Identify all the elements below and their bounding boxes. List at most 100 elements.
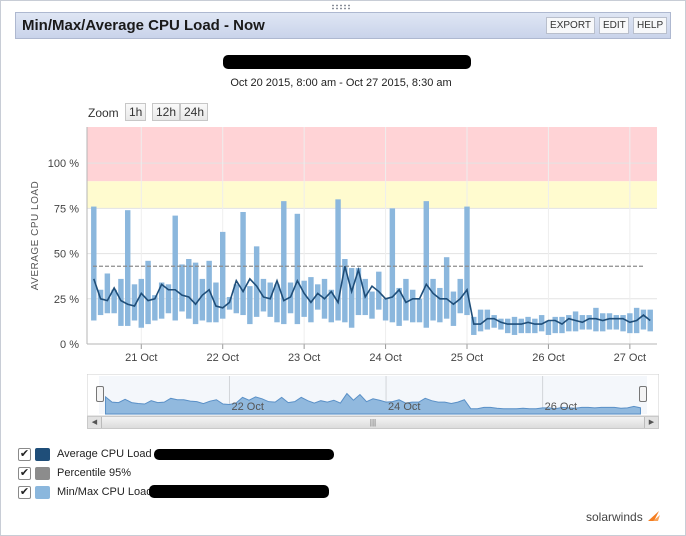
legend-label-average: Average CPU Load — [57, 448, 152, 460]
y-tick-label: 100 % — [48, 158, 79, 170]
navigator-area — [105, 392, 641, 415]
range-navigator: 22 Oct 24 Oct 26 Oct ◀ ||| ▶ — [87, 374, 659, 429]
minmax-bar — [498, 318, 504, 330]
minmax-bar — [308, 277, 314, 323]
minmax-bar — [369, 291, 375, 319]
minmax-bar — [104, 273, 111, 314]
minmax-bar — [213, 282, 219, 323]
legend-swatch-minmax — [35, 486, 50, 499]
legend-swatch-percentile — [35, 467, 50, 480]
minmax-bar — [443, 257, 450, 319]
minmax-bar — [511, 316, 518, 335]
minmax-bar — [355, 268, 362, 316]
solarwinds-logo: solarwinds — [586, 510, 661, 524]
minmax-bar — [505, 318, 511, 334]
minmax-bar — [342, 259, 348, 323]
x-tick-label: 25 Oct — [451, 352, 483, 364]
zoom-24h-button[interactable]: 24h — [180, 103, 209, 121]
minmax-bar — [403, 278, 409, 321]
minmax-bar — [457, 278, 463, 314]
y-tick-label: 75 % — [54, 203, 79, 215]
minmax-bar — [158, 282, 165, 319]
minmax-bar — [396, 287, 402, 326]
export-button[interactable]: EXPORT — [546, 17, 595, 34]
minmax-bar — [260, 278, 267, 312]
minmax-bar — [335, 199, 341, 321]
minmax-bar — [477, 309, 484, 332]
legend-label-percentile: Percentile 95% — [57, 467, 131, 479]
brand-mark-icon — [648, 511, 661, 521]
scroll-right-button[interactable]: ▶ — [644, 417, 658, 428]
nav-handle-right[interactable] — [639, 386, 647, 402]
redacted-legend-suffix-2 — [149, 485, 329, 498]
average-cpu-line — [93, 266, 651, 326]
minmax-bar — [165, 284, 172, 314]
minmax-bar — [410, 289, 416, 323]
minmax-bar — [572, 311, 579, 332]
minmax-bar — [627, 313, 633, 334]
redacted-node-name — [223, 55, 471, 69]
zoom-1h-button[interactable]: 1h — [125, 103, 147, 121]
minmax-bar — [179, 264, 185, 312]
minmax-bar — [138, 278, 144, 328]
minmax-bar — [233, 284, 239, 314]
legend-checkbox-percentile[interactable]: ✔ — [18, 467, 31, 480]
minmax-bar — [471, 316, 477, 335]
brand-text: solarwinds — [586, 510, 643, 524]
zoom-label: Zoom — [88, 106, 119, 120]
minmax-bar — [125, 210, 131, 326]
navigator-mini-chart: 22 Oct 24 Oct 26 Oct — [87, 374, 659, 416]
legend-checkbox-average[interactable]: ✔ — [18, 448, 31, 461]
minmax-bar — [253, 246, 260, 317]
minmax-bar — [91, 206, 97, 321]
y-axis-title: AVERAGE CPU LOAD — [30, 181, 41, 291]
minmax-bar — [586, 315, 592, 330]
minmax-bar — [532, 318, 538, 334]
x-tick-label: 23 Oct — [288, 352, 320, 364]
minmax-bar — [464, 206, 470, 316]
cpu-load-chart: 0 % 25 % 50 % 75 % 100 % 21 Oct 22 Oct 23 Oct 24… — [30, 127, 657, 364]
x-tick-label: 26 Oct — [532, 352, 564, 364]
nav-x-tick-label: 22 Oct — [231, 401, 263, 413]
x-tick-label: 24 Oct — [369, 352, 401, 364]
minmax-bar — [186, 259, 192, 319]
drag-handle[interactable] — [331, 4, 351, 10]
y-tick-label: 0 % — [60, 339, 79, 351]
minmax-bar — [199, 278, 206, 321]
minmax-bar — [389, 208, 396, 323]
minmax-bar — [294, 213, 301, 325]
minmax-bar — [220, 231, 226, 319]
minmax-bar — [192, 262, 199, 325]
minmax-bar — [613, 315, 619, 330]
minmax-bar — [600, 313, 606, 332]
minmax-bar — [348, 268, 355, 328]
edit-button[interactable]: EDIT — [599, 17, 629, 34]
legend-checkbox-minmax[interactable]: ✔ — [18, 486, 31, 499]
nav-x-tick-label: 26 Oct — [545, 401, 577, 413]
scroll-thumb[interactable]: ||| — [102, 417, 644, 428]
minmax-bar — [382, 298, 389, 321]
minmax-bar — [145, 260, 151, 325]
minmax-bar — [247, 286, 253, 325]
nav-scrollbar[interactable]: ◀ ||| ▶ — [87, 416, 659, 429]
minmax-bar — [430, 278, 436, 321]
x-tick-label: 21 Oct — [125, 352, 157, 364]
minmax-bar — [593, 307, 599, 332]
y-tick-label: 25 % — [54, 294, 79, 306]
minmax-bar — [437, 287, 443, 323]
y-tick-label: 50 % — [54, 249, 79, 261]
threshold-band-0 — [87, 127, 657, 182]
minmax-bar — [131, 284, 138, 321]
x-tick-label: 22 Oct — [207, 352, 239, 364]
zoom-12h-button[interactable]: 12h — [152, 103, 181, 121]
minmax-bar — [525, 316, 531, 334]
minmax-bar — [172, 215, 178, 321]
minmax-bar — [118, 278, 124, 326]
scroll-left-button[interactable]: ◀ — [88, 417, 102, 428]
help-button[interactable]: HELP — [633, 17, 667, 34]
widget-title: Min/Max/Average CPU Load - Now — [22, 17, 265, 34]
nav-handle-left[interactable] — [96, 386, 104, 402]
threshold-band-1 — [87, 181, 657, 209]
minmax-bar — [450, 291, 457, 326]
